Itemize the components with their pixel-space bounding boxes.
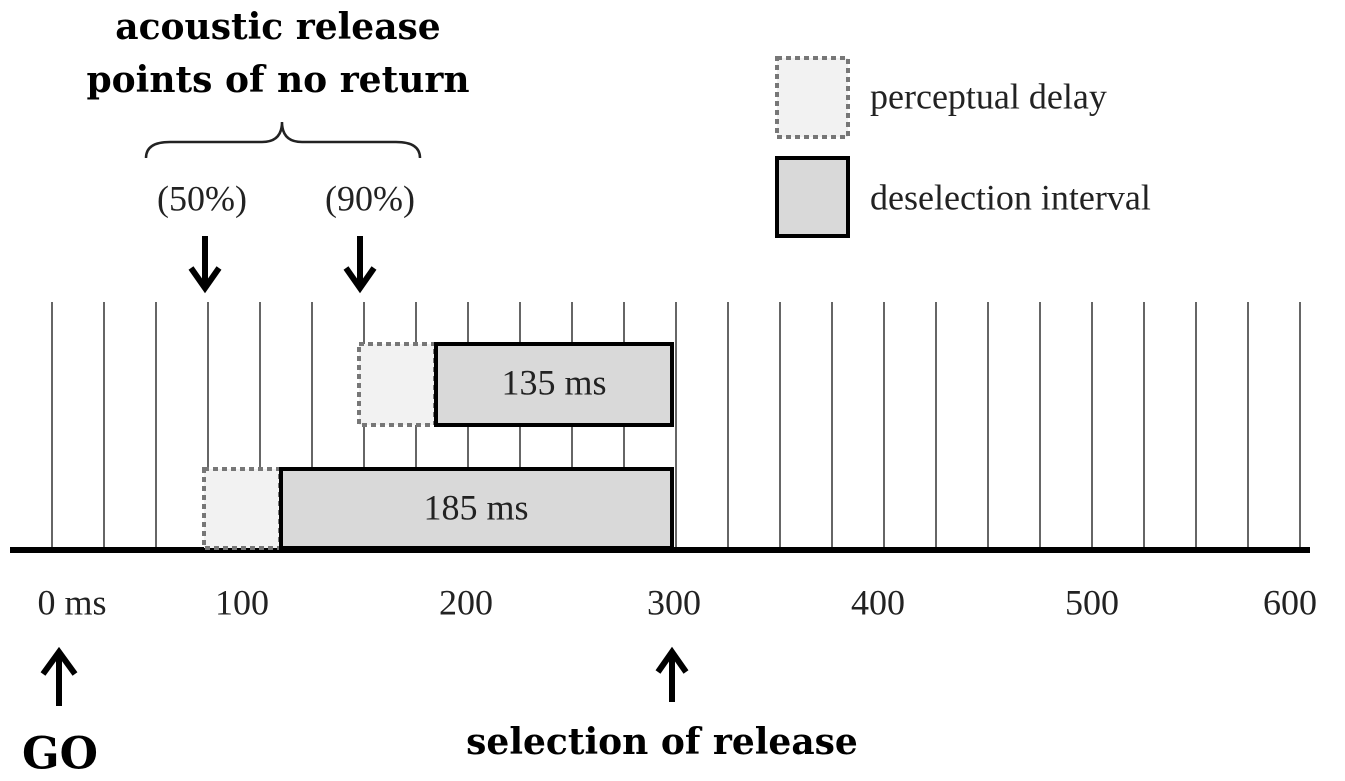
legend-swatch [775, 156, 850, 238]
marker-label: (90%) [325, 178, 415, 218]
axis-label: 400 [851, 582, 905, 622]
up-arrow [655, 646, 689, 702]
deselection-interval [434, 342, 674, 427]
heading-line: points of no return [86, 59, 469, 101]
axis-label: 600 [1263, 582, 1317, 622]
axis-label: 300 [647, 582, 701, 622]
down-arrow [343, 236, 377, 294]
bar-label: 135 ms [501, 362, 606, 402]
brace [144, 121, 422, 159]
perceptual-delay [202, 467, 282, 550]
axis-label: 500 [1065, 582, 1119, 622]
heading-line: acoustic release [115, 6, 440, 48]
up-arrow [40, 646, 78, 706]
axis-label: 0 ms [37, 582, 106, 622]
marker-label: (50%) [157, 178, 247, 218]
axis-label: 200 [439, 582, 493, 622]
legend-swatch [775, 56, 850, 139]
legend-label: deselection interval [870, 177, 1151, 217]
down-arrow [188, 236, 222, 294]
selection-label: selection of release [466, 721, 858, 763]
axis-label: 100 [215, 582, 269, 622]
go-label: GO [22, 729, 98, 780]
bar-label: 185 ms [423, 487, 528, 527]
deselection-interval [279, 467, 674, 550]
perceptual-delay [357, 342, 437, 427]
legend-label: perceptual delay [870, 76, 1107, 116]
